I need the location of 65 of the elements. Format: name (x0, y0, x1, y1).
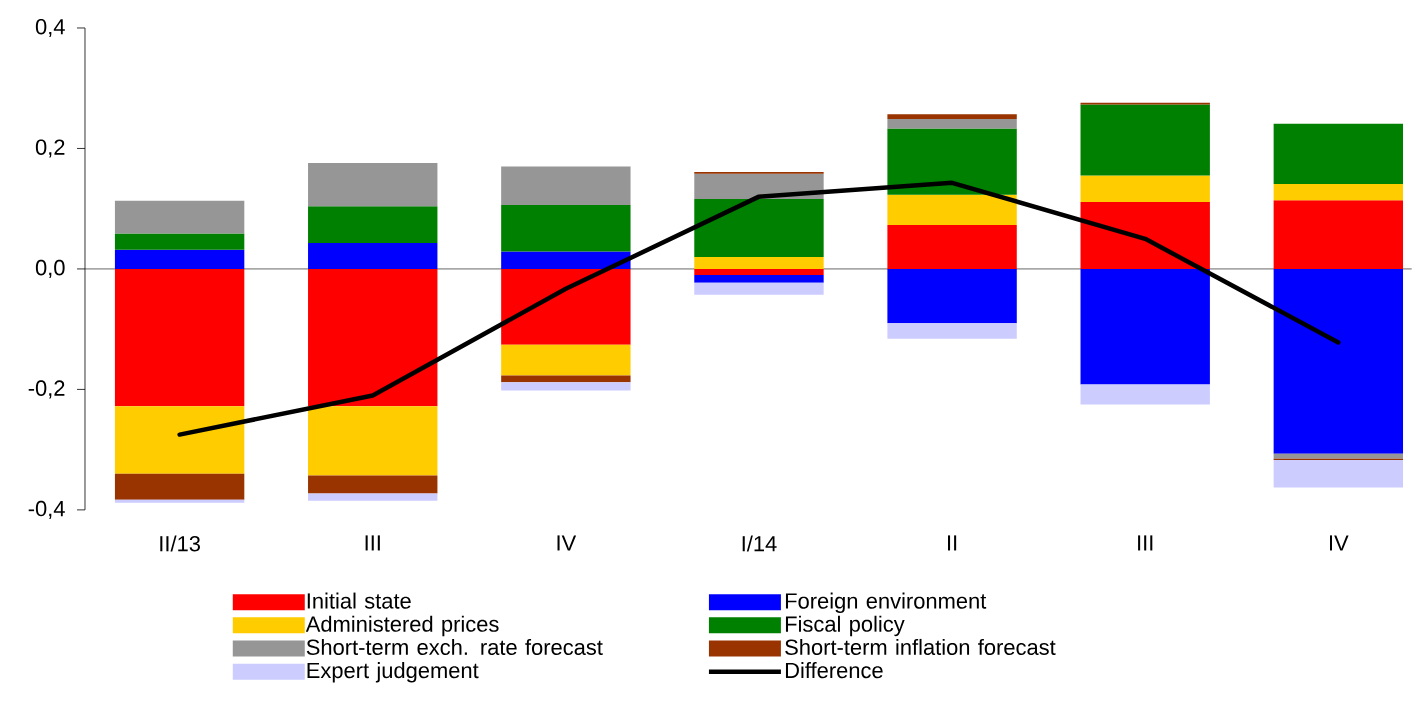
bar (114, 473, 245, 500)
y-tick-label: -0,2 (28, 380, 65, 399)
bar (1273, 459, 1404, 488)
bar (694, 282, 824, 295)
bar (694, 173, 824, 200)
x-tick-label: I/14 (742, 535, 777, 552)
bar (887, 128, 1017, 195)
bar (1080, 104, 1210, 176)
legend-label: Foreign environment (785, 592, 987, 614)
bar (1273, 123, 1404, 185)
legend-label: Initial state (307, 592, 411, 609)
bar (694, 269, 824, 276)
bar (1080, 269, 1210, 385)
bar (501, 344, 631, 376)
bar (887, 269, 1017, 324)
x-tick-label: II/13 (160, 535, 200, 552)
bar (308, 493, 438, 501)
bar (501, 382, 631, 391)
bar (114, 249, 245, 270)
bar (114, 200, 245, 234)
bar (1080, 202, 1210, 270)
bar (1080, 384, 1210, 405)
bar (887, 114, 1017, 120)
bar (501, 251, 631, 270)
bar (308, 475, 438, 494)
bar (1273, 269, 1404, 454)
bar (1273, 453, 1404, 459)
bar (1080, 175, 1210, 203)
bar (1273, 184, 1404, 201)
y-tick-label: 0,4 (35, 19, 65, 38)
bar (308, 162, 438, 207)
legend-label: Expert judgement (307, 662, 479, 683)
bar (501, 166, 631, 206)
bar (501, 375, 631, 383)
bar (114, 406, 245, 474)
bar (887, 323, 1017, 339)
bar (308, 206, 438, 244)
x-tick-label: II (948, 535, 957, 551)
legend-label: Administered prices (305, 615, 499, 637)
legend-label: Difference (785, 662, 883, 679)
bar (501, 205, 631, 252)
bar (694, 256, 824, 270)
bar (114, 499, 245, 503)
bar (114, 269, 245, 407)
bar (501, 269, 631, 345)
bar (694, 275, 824, 283)
bar (887, 225, 1017, 270)
bar (308, 243, 438, 270)
bar (114, 233, 245, 250)
x-tick-label: III (1138, 535, 1153, 551)
x-tick-label: IV (1329, 535, 1349, 551)
x-tick-label: III (365, 535, 380, 551)
legend-label: Fiscal policy (785, 615, 905, 637)
bar (887, 119, 1017, 129)
bar (887, 194, 1017, 226)
y-tick-label: 0,0 (35, 259, 65, 279)
legend-label: Short-term inflation forecast (785, 638, 1056, 656)
legend-label: Short-term exch. rate forecast (306, 638, 603, 656)
y-tick-label: -0,4 (28, 500, 65, 520)
bar (1273, 200, 1404, 270)
bar (308, 269, 438, 407)
x-tick-label: IV (557, 535, 577, 551)
bar (694, 199, 824, 257)
y-tick-label: 0,2 (35, 139, 65, 158)
bar (308, 406, 438, 476)
